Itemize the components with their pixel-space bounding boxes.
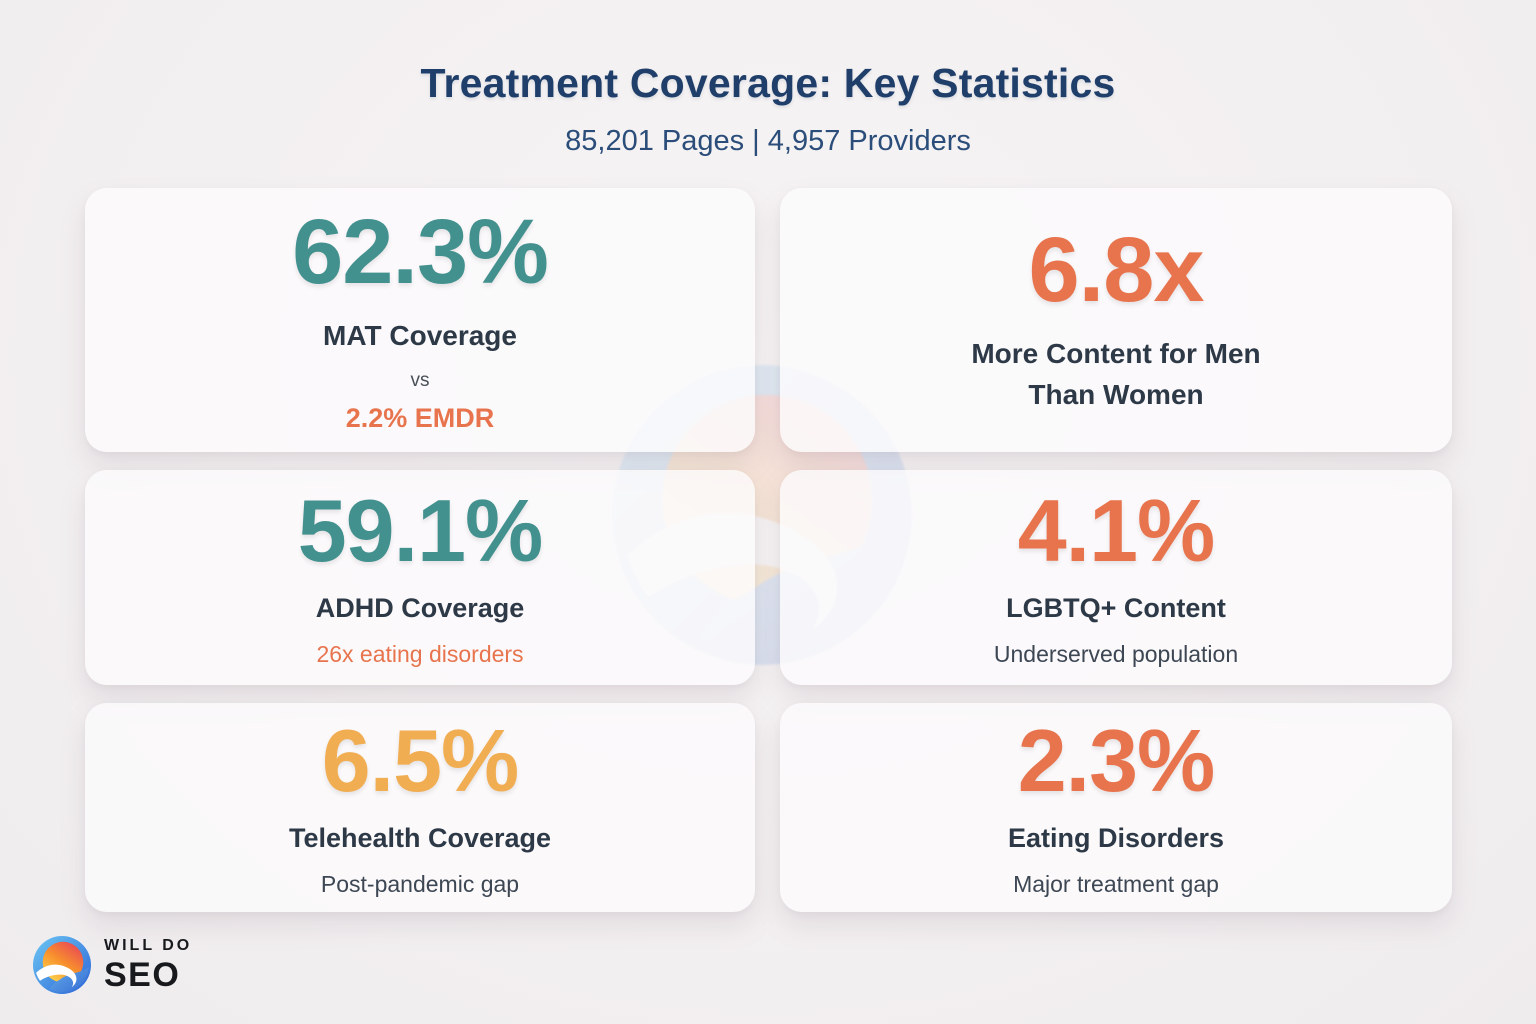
stat-label: Telehealth Coverage <box>288 822 552 853</box>
stat-value: 59.1% <box>297 480 544 580</box>
stat-card-telehealth-coverage: 6.5% Telehealth Coverage Post-pandemic g… <box>85 703 755 912</box>
stat-card-grid: 62.3% MAT Coverage vs 2.2% EMDR 6.8x Mor… <box>85 188 1452 912</box>
stat-value: 2.3% <box>1017 710 1216 810</box>
stat-comparison: 2.2% EMDR <box>345 402 495 433</box>
stat-note: Underserved population <box>993 641 1239 668</box>
brand-name-top: WILL DO <box>104 937 193 954</box>
stat-card-mat-coverage: 62.3% MAT Coverage vs 2.2% EMDR <box>85 188 755 452</box>
stat-label: MAT Coverage <box>323 320 517 352</box>
stat-value: 62.3% <box>292 201 549 304</box>
stat-card-men-vs-women: 6.8x More Content for Men Than Women <box>780 188 1452 452</box>
stat-value: 6.5% <box>321 710 520 810</box>
brand-logo: WILL DO SEO <box>33 936 192 994</box>
stat-comparison: 26x eating disorders <box>316 641 524 668</box>
stat-connector: vs <box>410 369 430 391</box>
stat-card-lgbtq-content: 4.1% LGBTQ+ Content Underserved populati… <box>780 470 1452 685</box>
stat-card-adhd-coverage: 59.1% ADHD Coverage 26x eating disorders <box>85 470 755 685</box>
stat-label: Eating Disorders <box>1007 822 1225 853</box>
stat-value: 4.1% <box>1017 480 1216 580</box>
stat-label-line2: Than Women <box>1028 379 1204 410</box>
brand-name-bottom: SEO <box>104 956 181 994</box>
stat-value: 6.8x <box>1028 219 1204 322</box>
stat-label: More Content for Men Than Women <box>971 334 1260 415</box>
stat-label-line1: More Content for Men <box>971 338 1261 370</box>
stat-note: Post-pandemic gap <box>320 871 520 898</box>
page-title: Treatment Coverage: Key Statistics <box>420 60 1116 106</box>
stat-card-eating-disorders: 2.3% Eating Disorders Major treatment ga… <box>780 703 1452 912</box>
stat-note: Major treatment gap <box>1013 871 1219 898</box>
header: Treatment Coverage: Key Statistics 85,20… <box>0 60 1536 158</box>
stat-label: LGBTQ+ Content <box>1006 592 1226 623</box>
stat-label: ADHD Coverage <box>315 592 525 623</box>
brand-logo-text: WILL DO SEO <box>104 937 193 994</box>
sunset-wave-logo-icon <box>33 936 91 994</box>
page-subtitle: 85,201 Pages | 4,957 Providers <box>565 125 971 157</box>
